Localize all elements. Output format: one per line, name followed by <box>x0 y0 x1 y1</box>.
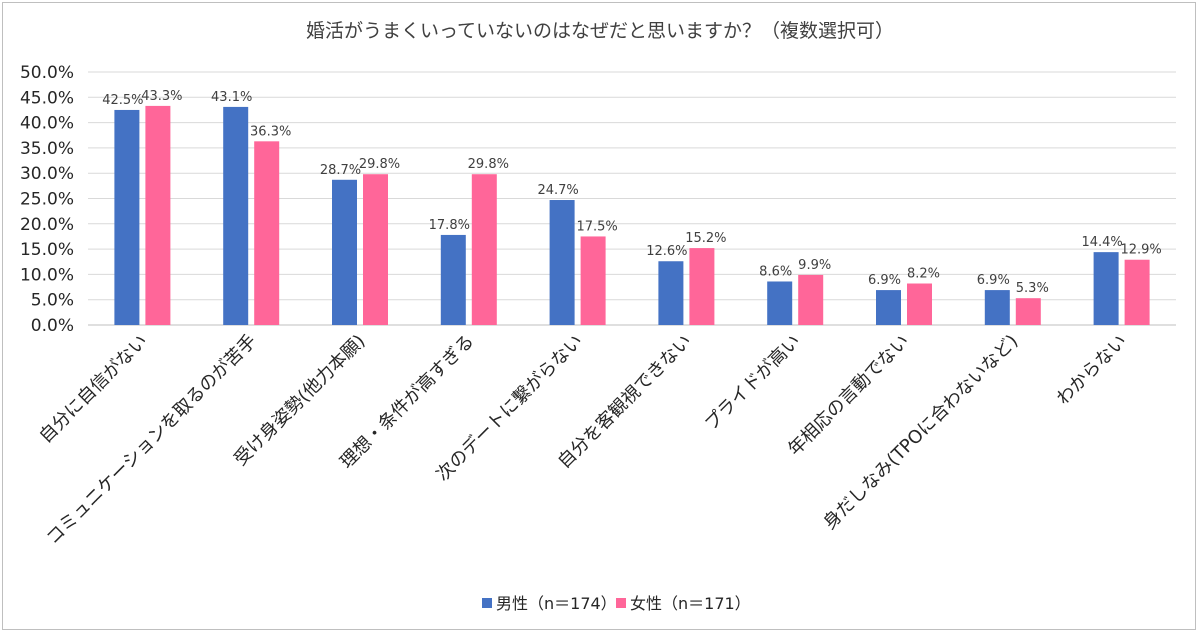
bar-male <box>876 290 901 325</box>
x-tick-label: 身だしなみ(TPOに合わないなど) <box>819 331 1022 534</box>
legend-swatch-female <box>616 598 626 608</box>
data-label: 12.6% <box>646 244 687 259</box>
data-label: 24.7% <box>537 183 578 198</box>
data-label: 5.3% <box>1016 281 1049 296</box>
bar-female <box>471 174 497 325</box>
data-label: 15.2% <box>685 231 726 246</box>
y-tick-label: 30.0% <box>20 164 74 184</box>
bar-male <box>658 261 684 325</box>
bar-male <box>984 290 1010 325</box>
y-tick-label: 5.0% <box>31 291 74 311</box>
y-tick-label: 35.0% <box>20 139 74 159</box>
data-label: 29.8% <box>468 157 509 172</box>
data-label: 29.8% <box>359 157 400 172</box>
legend-label-male: 男性（n＝174） <box>496 594 617 613</box>
y-axis-ticks: 0.0% 5.0% 10.0% 15.0% 20.0% 25.0% 30.0% 35.0% 40… <box>20 63 74 336</box>
gridlines <box>88 71 1176 326</box>
data-label: 28.7% <box>320 163 361 178</box>
bar-female <box>689 248 715 325</box>
x-tick-label: 年相応の言動でない <box>784 331 913 460</box>
bar-male <box>549 200 575 325</box>
chart-title: 婚活がうまくいっていないのはなぜだと思いますか？（複数選択可） <box>306 20 894 42</box>
data-label: 14.4% <box>1081 235 1122 250</box>
bars <box>114 105 1150 325</box>
legend-label-female: 女性（n＝171） <box>630 594 751 613</box>
x-tick-label: プライドが高い <box>701 331 805 435</box>
y-tick-label: 10.0% <box>20 265 74 285</box>
bar-female <box>798 274 824 325</box>
data-label: 12.9% <box>1120 243 1161 258</box>
bar-female <box>907 283 932 325</box>
bar-female <box>1015 298 1041 325</box>
data-label: 17.5% <box>576 219 617 234</box>
y-tick-label: 25.0% <box>20 190 74 210</box>
data-label: 6.9% <box>868 273 901 288</box>
x-tick-label: 自分に自信がない <box>35 331 152 448</box>
bar-female <box>363 174 388 325</box>
bar-female <box>254 141 280 325</box>
legend-swatch-male <box>482 598 492 608</box>
data-label: 17.8% <box>429 218 470 233</box>
bar-male <box>223 106 249 325</box>
data-label: 42.5% <box>102 93 143 108</box>
x-tick-label: コミュニケーションを取るのが苦手 <box>42 331 260 549</box>
bar-female <box>580 236 606 325</box>
bar-male <box>332 179 357 325</box>
bar-female <box>145 105 171 325</box>
legend: 男性（n＝174） 女性（n＝171） <box>482 594 751 613</box>
bar-male <box>440 234 466 325</box>
y-tick-label: 15.0% <box>20 240 74 260</box>
data-label: 9.9% <box>798 258 831 273</box>
bar-male <box>114 109 140 325</box>
data-label: 43.1% <box>211 90 252 105</box>
x-tick-label: わからない <box>1053 331 1131 409</box>
y-tick-label: 45.0% <box>20 88 74 108</box>
y-tick-label: 0.0% <box>31 316 74 336</box>
x-axis-ticks: 自分に自信がないコミュニケーションを取るのが苦手受け身姿勢(他力本願)理想・条件… <box>35 331 1131 549</box>
data-label: 36.3% <box>250 124 291 139</box>
y-tick-label: 20.0% <box>20 215 74 235</box>
data-label: 8.6% <box>759 264 792 279</box>
data-label: 8.2% <box>907 267 940 282</box>
bar-male <box>1093 252 1119 325</box>
data-label: 6.9% <box>977 273 1010 288</box>
bar-female <box>1124 259 1150 325</box>
y-tick-label: 40.0% <box>20 114 74 134</box>
data-labels: 42.5%43.3% 43.1%36.3%28.7%29.8%17.8%29.8%… <box>102 89 1162 296</box>
bar-male <box>767 281 793 325</box>
y-tick-label: 50.0% <box>20 63 74 83</box>
data-label: 43.3% <box>141 89 182 104</box>
